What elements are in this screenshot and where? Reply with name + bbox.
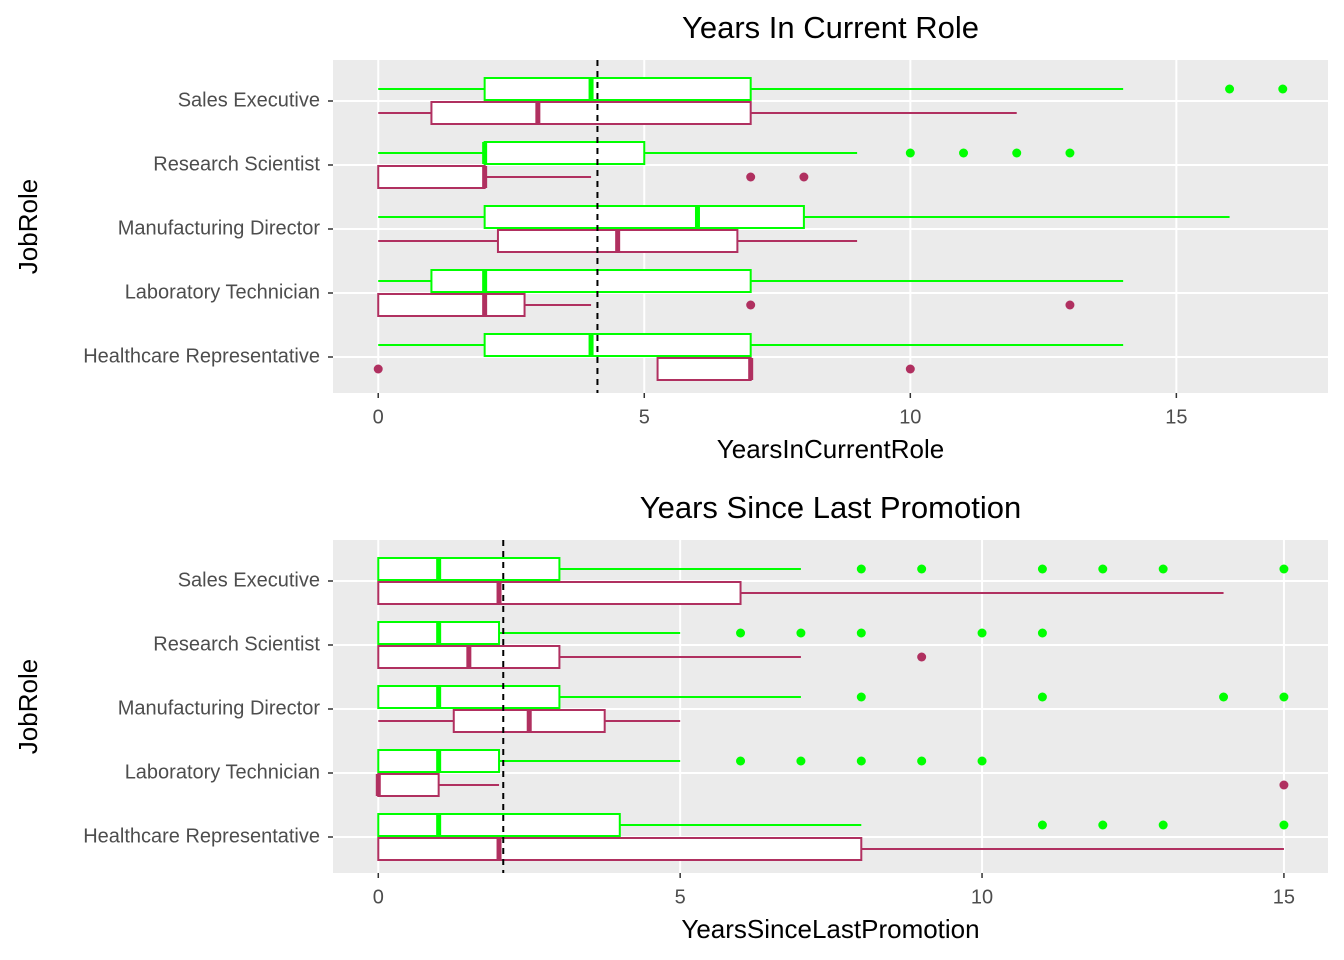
box (377, 685, 561, 709)
y-tick-label: Laboratory Technician (125, 281, 320, 303)
y-tick-label: Sales Executive (178, 569, 320, 591)
outlier (905, 148, 915, 158)
outlier (917, 652, 927, 662)
outlier (1225, 84, 1235, 94)
box (656, 357, 752, 381)
box (377, 293, 526, 317)
box (377, 773, 440, 797)
chart-title: Years Since Last Promotion (640, 490, 1021, 525)
outlier (1158, 820, 1168, 830)
box (377, 165, 486, 189)
outlier (736, 628, 746, 638)
x-axis-label: YearsInCurrentRole (717, 434, 944, 464)
outlier (905, 364, 915, 374)
outlier (1098, 564, 1108, 574)
outlier (1037, 628, 1047, 638)
y-tick-label: Manufacturing Director (118, 217, 321, 239)
outlier (373, 364, 383, 374)
box (483, 333, 752, 357)
outlier (1219, 692, 1229, 702)
x-tick-label: 10 (971, 886, 993, 908)
box (483, 141, 646, 165)
y-tick-label: Research Scientist (153, 153, 320, 175)
outlier (1012, 148, 1022, 158)
outlier (796, 756, 806, 766)
chart-title: Years In Current Role (682, 10, 979, 45)
outlier (736, 756, 746, 766)
box (377, 837, 863, 861)
outlier (1279, 692, 1289, 702)
outlier (1278, 84, 1288, 94)
outlier (856, 756, 866, 766)
y-tick-label: Manufacturing Director (118, 697, 321, 719)
outlier (977, 756, 987, 766)
y-tick-label: Healthcare Representative (83, 825, 320, 847)
x-tick-label: 5 (675, 886, 686, 908)
outlier (917, 756, 927, 766)
outlier (1279, 564, 1289, 574)
outlier (856, 564, 866, 574)
outlier (1037, 692, 1047, 702)
outlier (1037, 564, 1047, 574)
outlier (917, 564, 927, 574)
outlier (1279, 820, 1289, 830)
outlier (746, 300, 756, 310)
box (483, 77, 752, 101)
x-axis-label: YearsSinceLastPromotion (681, 914, 979, 944)
outlier (959, 148, 969, 158)
box (377, 813, 621, 837)
box (483, 205, 805, 229)
box (377, 581, 742, 605)
outlier (856, 692, 866, 702)
y-tick-label: Research Scientist (153, 633, 320, 655)
x-tick-label: 15 (1165, 406, 1187, 428)
outlier (799, 172, 809, 182)
outlier (856, 628, 866, 638)
x-tick-label: 15 (1273, 886, 1295, 908)
outlier (796, 628, 806, 638)
outlier (1065, 300, 1075, 310)
outlier (1279, 780, 1289, 790)
y-axis-label: JobRole (13, 179, 43, 274)
outlier (1158, 564, 1168, 574)
x-tick-label: 0 (373, 886, 384, 908)
outlier (746, 172, 756, 182)
y-tick-label: Healthcare Representative (83, 345, 320, 367)
outlier (1065, 148, 1075, 158)
outlier (977, 628, 987, 638)
x-tick-label: 10 (899, 406, 921, 428)
x-tick-label: 5 (639, 406, 650, 428)
x-tick-label: 0 (373, 406, 384, 428)
outlier (1098, 820, 1108, 830)
box (377, 557, 561, 581)
y-axis-label: JobRole (13, 659, 43, 754)
y-tick-label: Laboratory Technician (125, 761, 320, 783)
y-tick-label: Sales Executive (178, 89, 320, 111)
box (430, 101, 752, 125)
box (430, 269, 752, 293)
outlier (1037, 820, 1047, 830)
